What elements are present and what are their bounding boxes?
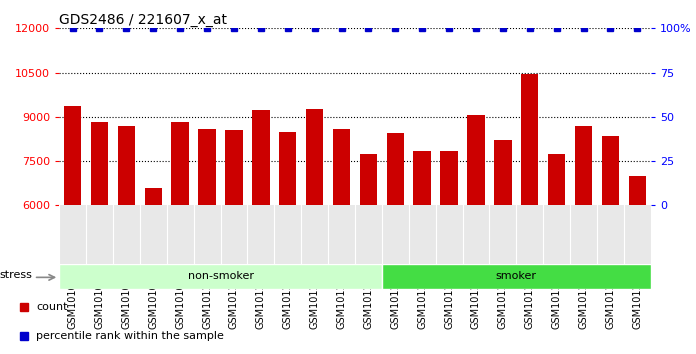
Text: non-smoker: non-smoker (187, 271, 253, 281)
Bar (382, 264, 651, 289)
Bar (601, 136, 619, 205)
Bar (279, 132, 296, 205)
Text: GDS2486 / 221607_x_at: GDS2486 / 221607_x_at (59, 13, 227, 27)
Text: stress: stress (0, 270, 33, 280)
Bar (90, 122, 109, 205)
Bar (360, 154, 377, 205)
Bar (145, 188, 162, 205)
Bar (64, 107, 81, 205)
Bar (521, 74, 539, 205)
Bar (252, 110, 269, 205)
Text: smoker: smoker (496, 271, 537, 281)
Bar (494, 141, 512, 205)
Bar (548, 154, 565, 205)
Bar (306, 109, 324, 205)
Bar (467, 115, 484, 205)
Bar (628, 176, 646, 205)
Bar (333, 129, 350, 205)
Bar (171, 122, 189, 205)
Text: count: count (36, 302, 68, 312)
Bar (575, 126, 592, 205)
Bar (198, 129, 216, 205)
Bar (59, 264, 382, 289)
Text: percentile rank within the sample: percentile rank within the sample (36, 331, 224, 341)
Bar (226, 130, 243, 205)
Bar (118, 126, 135, 205)
Bar (413, 151, 431, 205)
Bar (386, 133, 404, 205)
Bar (441, 152, 458, 205)
